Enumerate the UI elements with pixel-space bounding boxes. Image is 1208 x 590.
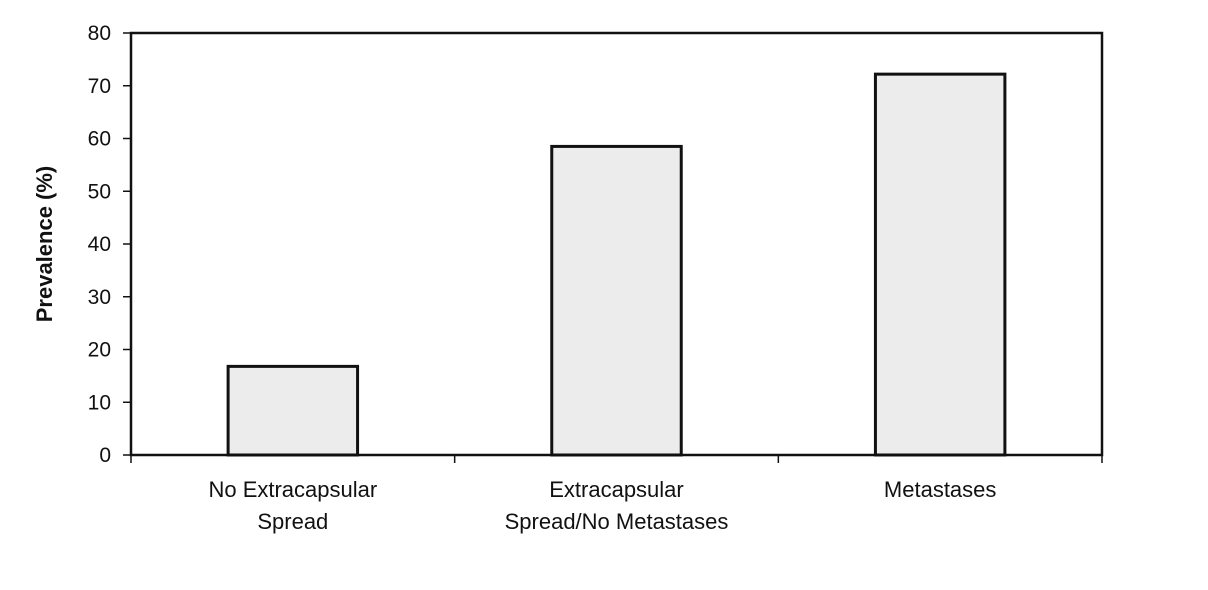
- bars-group: [226, 72, 1007, 457]
- category-labels: No Extracapsular Spread Extracapsular Sprea…: [208, 477, 996, 534]
- y-axis: 0 10 20 30 40 50 60 70 80: [88, 22, 131, 467]
- bar-0: [226, 364, 360, 457]
- y-tick-label: 0: [99, 444, 111, 467]
- y-tick-label: 10: [88, 391, 111, 414]
- y-axis-title: Prevalence (%): [32, 166, 57, 323]
- x-category-label-line: Extracapsular: [549, 477, 684, 502]
- x-axis: [130, 455, 1103, 463]
- y-tick-label: 50: [88, 180, 111, 203]
- x-category-label-line: Metastases: [884, 477, 997, 502]
- y-tick-label: 20: [88, 339, 111, 362]
- y-tick-label: 60: [88, 128, 111, 151]
- bar-1: [550, 144, 683, 457]
- y-tick-label: 70: [88, 75, 111, 98]
- x-category-label-line: Spread: [257, 509, 328, 534]
- x-category-label: No Extracapsular Spread: [208, 477, 377, 534]
- y-tick-label: 80: [88, 22, 111, 45]
- x-category-label-line: No Extracapsular: [208, 477, 377, 502]
- x-category-label: Extracapsular Spread/No Metastases: [505, 477, 729, 534]
- y-tick-label: 40: [88, 233, 111, 256]
- x-category-label: Metastases: [884, 477, 997, 502]
- x-category-label-line: Spread/No Metastases: [505, 509, 729, 534]
- bar-2: [873, 72, 1007, 457]
- y-tick-label: 30: [88, 286, 111, 309]
